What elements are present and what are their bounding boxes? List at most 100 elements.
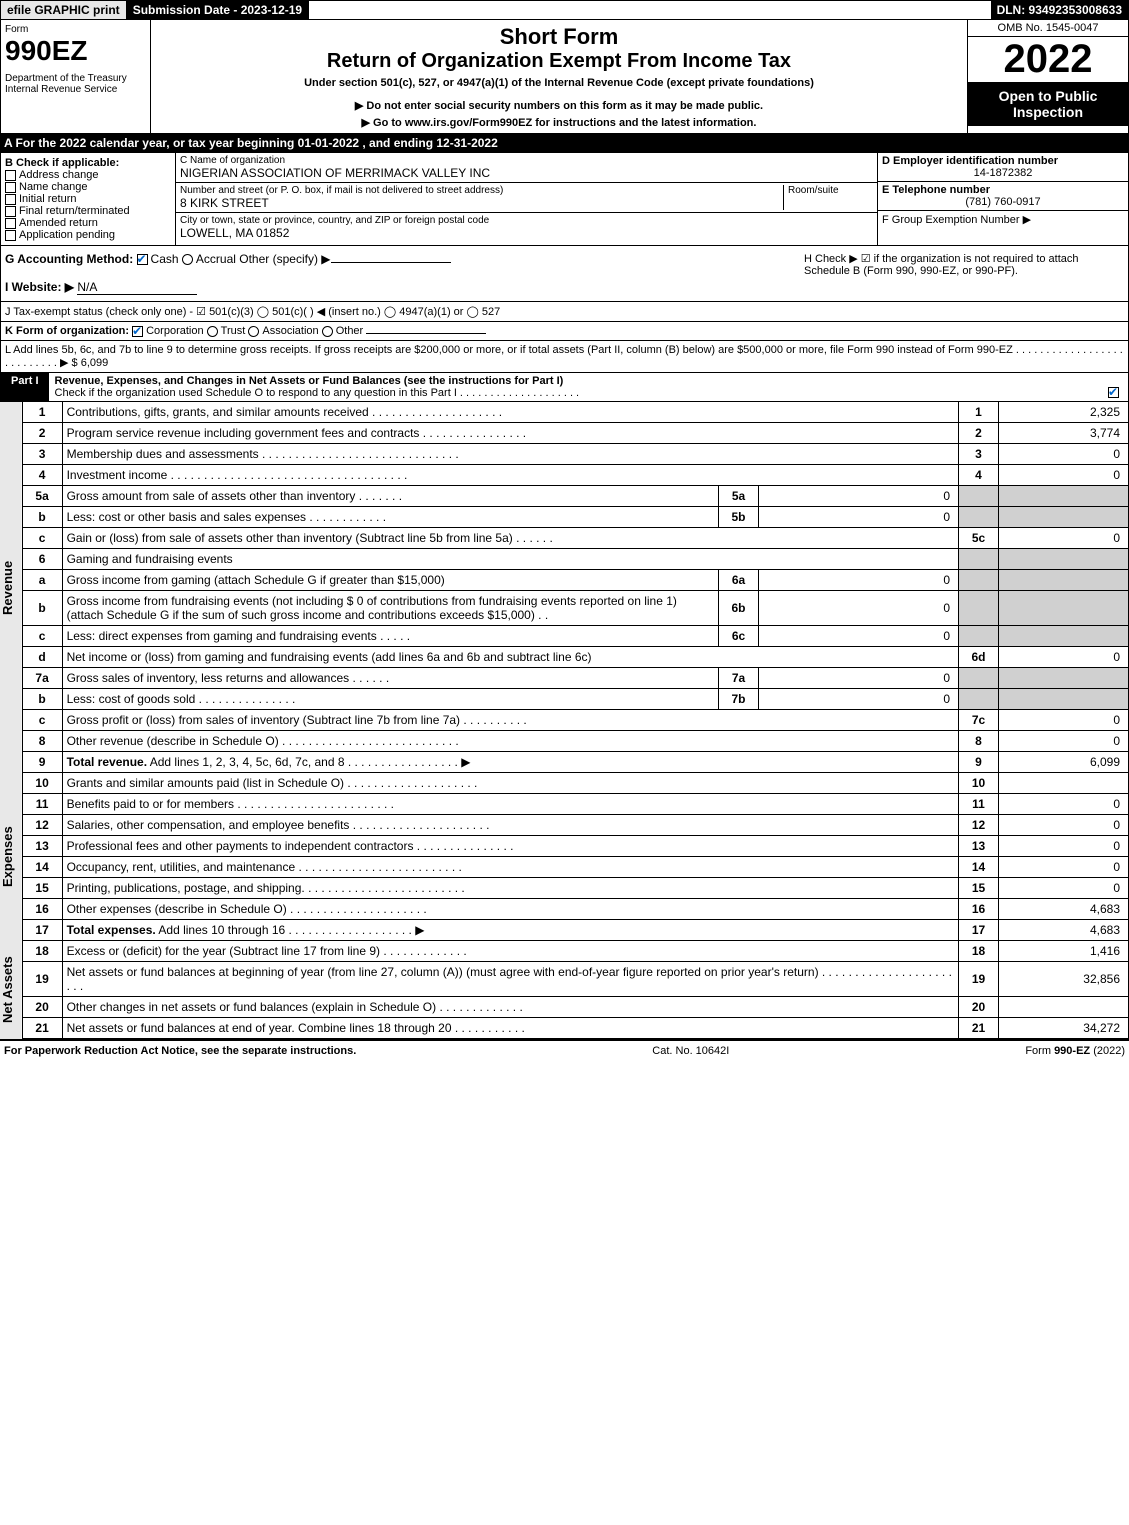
check-other-org[interactable]: [322, 326, 333, 337]
room-label: Room/suite: [788, 185, 873, 196]
check-association[interactable]: [248, 326, 259, 337]
line-row: 13Professional fees and other payments t…: [22, 836, 1128, 857]
line-number: 6: [22, 549, 62, 570]
right-line-value: 0: [999, 647, 1129, 668]
line-desc: Investment income . . . . . . . . . . . …: [62, 465, 958, 486]
right-line-number: 2: [959, 423, 999, 444]
line-desc: Gain or (loss) from sale of assets other…: [62, 528, 958, 549]
right-line-value: 0: [999, 836, 1129, 857]
line-row: 11Benefits paid to or for members . . . …: [22, 794, 1128, 815]
check-name-change[interactable]: Name change: [5, 181, 171, 193]
line-number: 21: [22, 1018, 62, 1039]
shaded-cell: [959, 689, 999, 710]
line-desc: Other expenses (describe in Schedule O) …: [62, 899, 958, 920]
line-row: 5aGross amount from sale of assets other…: [22, 486, 1128, 507]
check-corporation[interactable]: [132, 326, 143, 337]
right-line-value: 34,272: [999, 1018, 1129, 1039]
phone-label: E Telephone number: [882, 184, 1124, 196]
right-line-value: 4,683: [999, 920, 1129, 941]
line-number: c: [22, 710, 62, 731]
right-line-value: 0: [999, 444, 1129, 465]
line-row: aGross income from gaming (attach Schedu…: [22, 570, 1128, 591]
shaded-cell: [999, 626, 1129, 647]
shaded-cell: [959, 486, 999, 507]
footer-left: For Paperwork Reduction Act Notice, see …: [4, 1045, 356, 1057]
right-line-number: 1: [959, 402, 999, 423]
check-address-change[interactable]: Address change: [5, 169, 171, 181]
check-amended[interactable]: Amended return: [5, 217, 171, 229]
shaded-cell: [999, 668, 1129, 689]
shaded-cell: [999, 689, 1129, 710]
section-b-label: B Check if applicable:: [5, 157, 171, 169]
line-desc: Net assets or fund balances at end of ye…: [62, 1018, 958, 1039]
line-desc: Gaming and fundraising events: [62, 549, 958, 570]
ein-value: 14-1872382: [882, 167, 1124, 179]
other-specify-input[interactable]: [331, 262, 451, 263]
line-number: b: [22, 507, 62, 528]
line-desc: Less: cost of goods sold . . . . . . . .…: [62, 689, 718, 710]
right-line-value: 2,325: [999, 402, 1129, 423]
line-desc: Benefits paid to or for members . . . . …: [62, 794, 958, 815]
right-line-number: 14: [959, 857, 999, 878]
line-number: 10: [22, 773, 62, 794]
line-row: 19Net assets or fund balances at beginni…: [22, 962, 1128, 997]
mid-line-number: 5b: [719, 507, 759, 528]
line-desc: Other revenue (describe in Schedule O) .…: [62, 731, 958, 752]
right-line-value: 0: [999, 528, 1129, 549]
line-row: 8Other revenue (describe in Schedule O) …: [22, 731, 1128, 752]
line-row: 15Printing, publications, postage, and s…: [22, 878, 1128, 899]
check-accrual[interactable]: [182, 254, 193, 265]
check-pending[interactable]: Application pending: [5, 229, 171, 241]
part1-label: Part I: [1, 373, 49, 401]
mid-line-number: 6c: [719, 626, 759, 647]
city-state-zip: LOWELL, MA 01852: [180, 226, 873, 240]
line-row: bLess: cost of goods sold . . . . . . . …: [22, 689, 1128, 710]
line-row: 6Gaming and fundraising events: [22, 549, 1128, 570]
shaded-cell: [999, 591, 1129, 626]
line-desc: Gross amount from sale of assets other t…: [62, 486, 718, 507]
line-desc: Gross income from fundraising events (no…: [62, 591, 718, 626]
section-c: C Name of organization NIGERIAN ASSOCIAT…: [176, 153, 878, 245]
line-desc: Less: cost or other basis and sales expe…: [62, 507, 718, 528]
right-line-number: 3: [959, 444, 999, 465]
line-number: 1: [22, 402, 62, 423]
goto-link[interactable]: ▶ Go to www.irs.gov/Form990EZ for instru…: [155, 116, 963, 129]
line-row: bGross income from fundraising events (n…: [22, 591, 1128, 626]
right-line-value: 4,683: [999, 899, 1129, 920]
netassets-vlabel: Net Assets: [0, 941, 22, 1039]
line-row: 2Program service revenue including gover…: [22, 423, 1128, 444]
line-row: 3Membership dues and assessments . . . .…: [22, 444, 1128, 465]
other-org-input[interactable]: [366, 333, 486, 334]
line-row: 4Investment income . . . . . . . . . . .…: [22, 465, 1128, 486]
org-name: NIGERIAN ASSOCIATION OF MERRIMACK VALLEY…: [180, 166, 873, 180]
right-line-number: 13: [959, 836, 999, 857]
shaded-cell: [959, 570, 999, 591]
line-desc: Grants and similar amounts paid (list in…: [62, 773, 958, 794]
omb-number: OMB No. 1545-0047: [968, 20, 1128, 37]
line-row: 17Total expenses. Add lines 10 through 1…: [22, 920, 1128, 941]
line-row: 21Net assets or fund balances at end of …: [22, 1018, 1128, 1039]
under-section: Under section 501(c), 527, or 4947(a)(1)…: [155, 77, 963, 89]
line-row: 18Excess or (deficit) for the year (Subt…: [22, 941, 1128, 962]
line-row: bLess: cost or other basis and sales exp…: [22, 507, 1128, 528]
return-title: Return of Organization Exempt From Incom…: [155, 50, 963, 73]
part1-header-row: Part I Revenue, Expenses, and Changes in…: [0, 373, 1129, 402]
check-final-return[interactable]: Final return/terminated: [5, 205, 171, 217]
part1-title: Revenue, Expenses, and Changes in Net As…: [55, 375, 564, 387]
check-initial-return[interactable]: Initial return: [5, 193, 171, 205]
line-desc: Total expenses. Add lines 10 through 16 …: [62, 920, 958, 941]
right-line-value: 6,099: [999, 752, 1129, 773]
right-line-number: 19: [959, 962, 999, 997]
line-desc: Gross sales of inventory, less returns a…: [62, 668, 718, 689]
website-label: I Website: ▶: [5, 280, 74, 294]
part1-schedule-o-check[interactable]: [1108, 387, 1119, 398]
line-desc: Other changes in net assets or fund bala…: [62, 997, 958, 1018]
section-bcd: B Check if applicable: Address change Na…: [0, 152, 1129, 246]
line-number: c: [22, 626, 62, 647]
check-cash[interactable]: [137, 254, 148, 265]
line-desc: Net income or (loss) from gaming and fun…: [62, 647, 958, 668]
efile-print-button[interactable]: efile GRAPHIC print: [1, 1, 127, 19]
line-row: 12Salaries, other compensation, and empl…: [22, 815, 1128, 836]
top-header-bar: efile GRAPHIC print Submission Date - 20…: [0, 0, 1129, 20]
check-trust[interactable]: [207, 326, 218, 337]
